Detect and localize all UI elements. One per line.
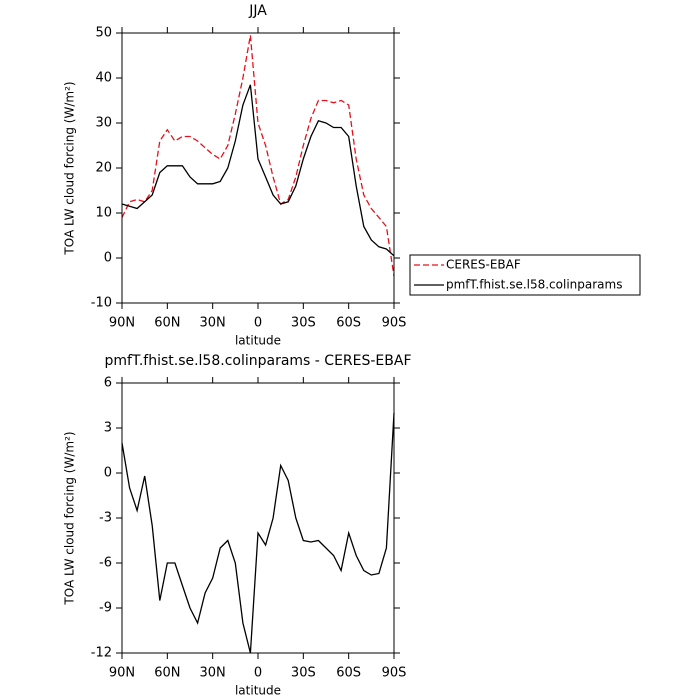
data-line	[121, 84, 395, 257]
y-tick-label: 50	[95, 26, 112, 41]
y-tick-label: 10	[95, 206, 112, 221]
plot-frame	[121, 32, 395, 304]
x-tick-label: 30S	[291, 666, 316, 681]
y-tick-label: 3	[104, 421, 112, 436]
x-axis-label: latitude	[235, 334, 281, 348]
x-tick-label: 60S	[336, 666, 361, 681]
plot-frame	[121, 382, 395, 654]
y-tick-label: 30	[95, 116, 112, 131]
data-line	[121, 35, 395, 277]
x-tick-label: 60N	[154, 666, 180, 681]
y-tick-label: -12	[91, 646, 112, 661]
x-tick-label: 30N	[200, 666, 226, 681]
y-tick-label: -3	[99, 511, 112, 526]
x-tick-label: 0	[254, 666, 262, 681]
y-tick-label: 6	[104, 376, 112, 391]
x-tick-label: 90S	[382, 666, 407, 681]
x-axis-label: latitude	[235, 684, 281, 698]
y-axis-label: TOA LW cloud forcing (W/m²)	[63, 431, 77, 605]
x-tick-label: 60N	[154, 316, 180, 331]
x-tick-label: 90S	[382, 316, 407, 331]
y-axis-label: TOA LW cloud forcing (W/m²)	[63, 81, 77, 255]
y-tick-label: 20	[95, 161, 112, 176]
legend-label: CERES-EBAF	[446, 258, 521, 272]
y-tick-label: 0	[104, 251, 112, 266]
x-tick-label: 90N	[109, 316, 135, 331]
x-tick-label: 60S	[336, 316, 361, 331]
chart-title: pmfT.fhist.se.l58.colinparams - CERES-EB…	[104, 353, 411, 369]
y-tick-label: 0	[104, 466, 112, 481]
x-tick-label: 0	[254, 316, 262, 331]
y-tick-label: 40	[95, 71, 112, 86]
x-tick-label: 30S	[291, 316, 316, 331]
x-tick-label: 30N	[200, 316, 226, 331]
x-tick-label: 90N	[109, 666, 135, 681]
legend: CERES-EBAF pmfT.fhist.se.l58.colinparams	[409, 254, 641, 296]
chart-title: JJA	[248, 3, 267, 19]
legend-label: pmfT.fhist.se.l58.colinparams	[446, 278, 622, 292]
y-tick-label: -9	[99, 601, 112, 616]
data-line	[121, 412, 395, 654]
y-tick-label: -6	[99, 556, 112, 571]
legend-box	[409, 254, 641, 296]
y-tick-label: -10	[91, 296, 112, 311]
